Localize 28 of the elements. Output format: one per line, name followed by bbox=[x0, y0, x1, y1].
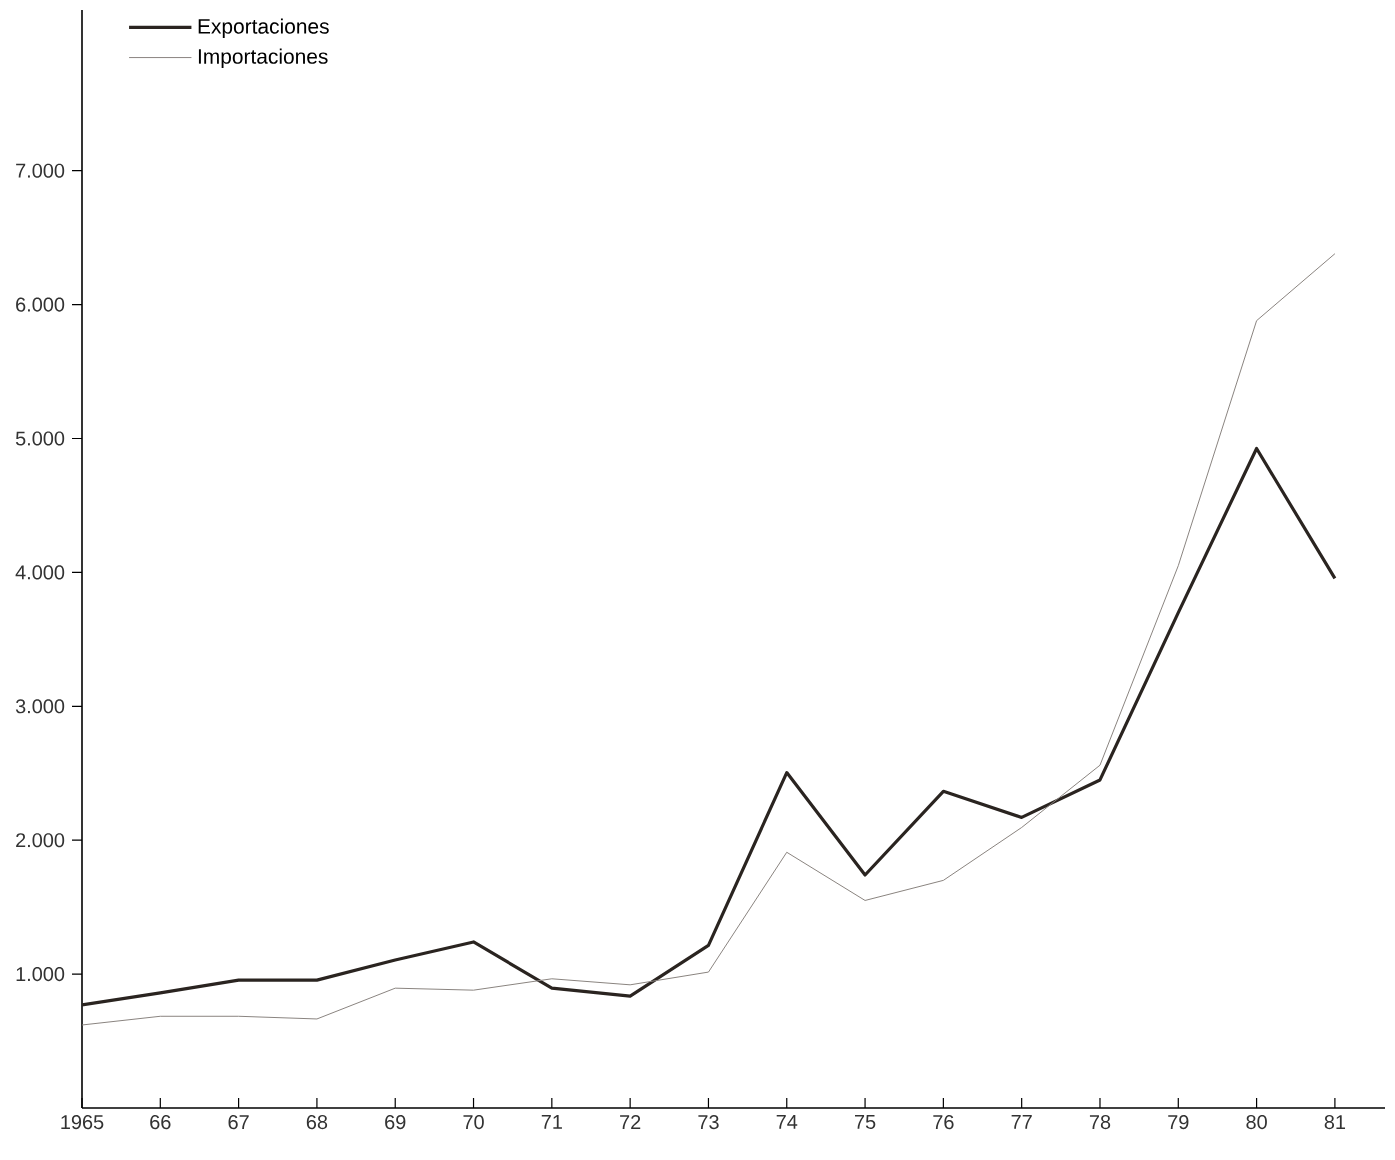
x-tick-label: 70 bbox=[463, 1115, 484, 1130]
line-series bbox=[82, 253, 1336, 1026]
x-tick-label: 72 bbox=[620, 1115, 641, 1129]
y-tick-label: 3.000 bbox=[15, 699, 65, 714]
x-tick-label: 74 bbox=[776, 1115, 798, 1129]
x-tick-label: 73 bbox=[698, 1115, 719, 1130]
x-tick-label: 69 bbox=[385, 1115, 406, 1130]
y-tick-label: 6.000 bbox=[16, 297, 65, 312]
legend-label: Exportaciones bbox=[198, 18, 329, 38]
x-tick-label: 78 bbox=[1089, 1115, 1111, 1130]
line-series bbox=[82, 446, 1337, 1007]
x-tick-label: 71 bbox=[541, 1115, 562, 1129]
x-tick-label: 81 bbox=[1324, 1115, 1346, 1130]
x-tick-label: 1965 bbox=[61, 1115, 104, 1130]
x-tick-label: 77 bbox=[1011, 1115, 1032, 1129]
legend-label: Importaciones bbox=[198, 48, 328, 68]
y-tick-label: 2.000 bbox=[16, 833, 65, 848]
x-tick-label: 75 bbox=[855, 1115, 876, 1129]
x-tick-label: 79 bbox=[1168, 1115, 1189, 1130]
x-tick-label: 67 bbox=[228, 1115, 249, 1130]
y-tick-label: 7.000 bbox=[16, 163, 65, 178]
x-tick-label: 68 bbox=[306, 1115, 328, 1130]
y-tick-label: 4.000 bbox=[15, 565, 65, 580]
x-tick-label: 66 bbox=[150, 1115, 171, 1130]
y-tick-label: 5.000 bbox=[15, 431, 65, 446]
x-tick-label: 76 bbox=[933, 1115, 954, 1130]
x-tick-label: 80 bbox=[1246, 1115, 1267, 1130]
y-tick-label: 1.000 bbox=[16, 967, 65, 982]
